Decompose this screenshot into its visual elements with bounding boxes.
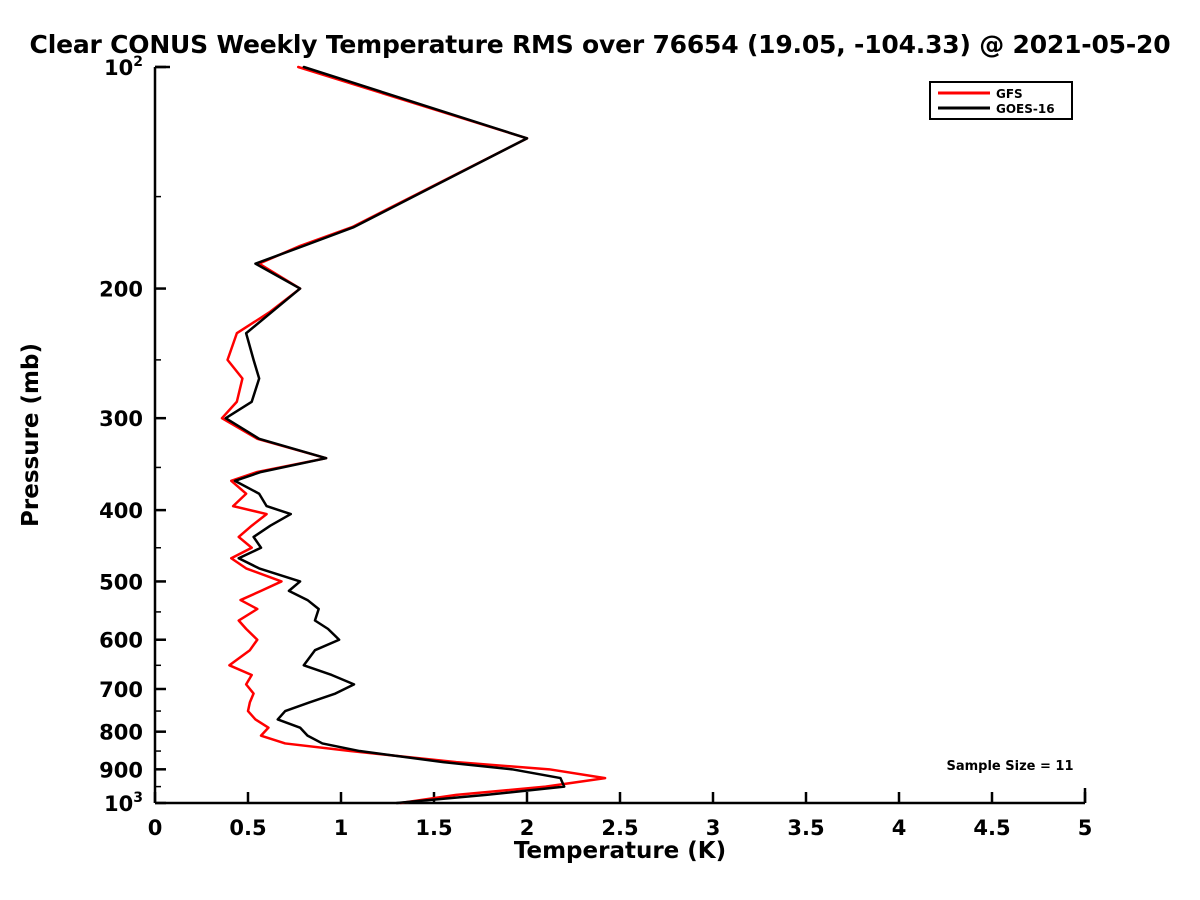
y-axis-label: Pressure (mb) (18, 343, 44, 527)
y-tick-label: 400 (99, 499, 143, 523)
sample-size-annotation: Sample Size = 11 (946, 759, 1073, 774)
x-tick-label: 2.5 (601, 816, 638, 840)
y-tick-label: 103 (104, 790, 143, 816)
y-tick-label: 700 (99, 678, 143, 702)
x-tick-label: 4.5 (973, 816, 1010, 840)
x-tick-label: 0.5 (229, 816, 266, 840)
data-series-group (220, 65, 607, 805)
series-line-goes-16 (224, 65, 566, 805)
x-tick-label: 5 (1078, 816, 1093, 840)
x-tick-label: 4 (892, 816, 907, 840)
y-tick-label: 102 (104, 54, 143, 80)
y-tick-label: 800 (99, 721, 143, 745)
x-tick-label: 3.5 (787, 816, 824, 840)
y-tick-label: 900 (99, 758, 143, 782)
x-tick-label: 0 (148, 816, 163, 840)
series-line-gfs (220, 65, 607, 805)
x-tick-label: 2 (520, 816, 535, 840)
legend-box (929, 81, 1073, 120)
y-tick-label: 200 (99, 278, 143, 302)
y-tick-label: 500 (99, 570, 143, 594)
x-tick-label: 1 (334, 816, 349, 840)
y-tick-label: 300 (99, 407, 143, 431)
x-axis-label: Temperature (K) (514, 838, 726, 864)
legend-label-gfs: GFS (996, 87, 1023, 101)
chart-title: Clear CONUS Weekly Temperature RMS over … (29, 30, 1171, 59)
y-axis-ticks: 102 200 300 400 500 600 700 800 900 103 (99, 54, 166, 816)
x-axis-ticks: 0 0.5 1 1.5 2 2.5 3 3.5 4 4.5 5 (148, 792, 1093, 840)
x-tick-label: 1.5 (415, 816, 452, 840)
y-tick-label: 600 (99, 629, 143, 653)
x-tick-label: 3 (706, 816, 721, 840)
legend-label-goes-16: GOES-16 (996, 102, 1055, 116)
